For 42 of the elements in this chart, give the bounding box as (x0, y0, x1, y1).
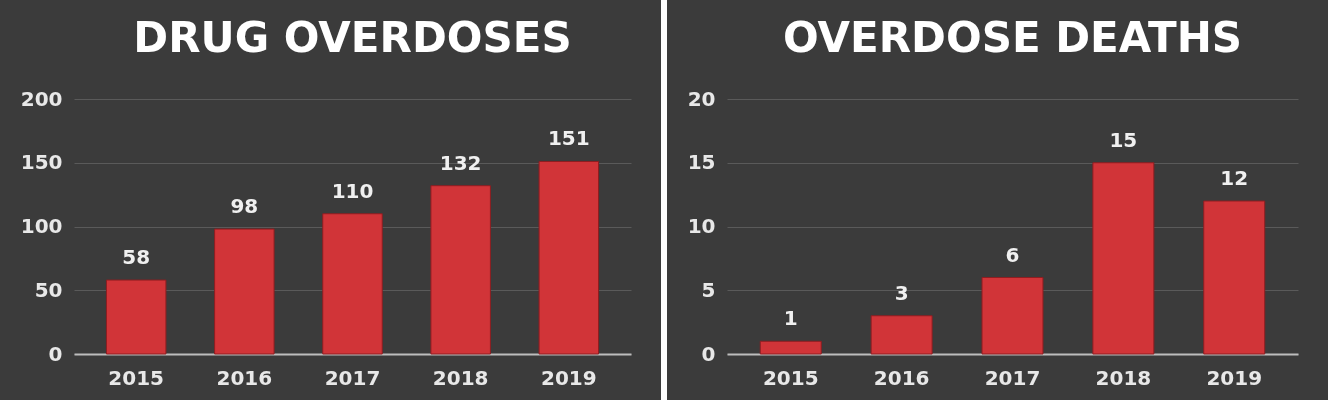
x-tick-label: 2017 (984, 365, 1041, 390)
data-label: 132 (439, 150, 482, 175)
x-tick-label: 2016 (216, 365, 273, 390)
bar (538, 160, 600, 355)
x-tick-label: 2019 (540, 365, 597, 390)
y-tick-label: 100 (20, 214, 63, 238)
x-tick-label: 2015 (108, 365, 165, 390)
bar (870, 315, 933, 355)
y-tick-label: 0 (48, 341, 63, 366)
data-label: 110 (331, 178, 374, 203)
data-label: 15 (1109, 127, 1138, 152)
data-label: 1 (783, 306, 798, 331)
y-tick-label: 20 (687, 86, 716, 111)
y-tick-label: 5 (701, 277, 716, 302)
data-label: 3 (894, 280, 909, 305)
bar (759, 340, 822, 355)
bar (981, 277, 1044, 355)
bar (1092, 162, 1155, 355)
x-tick-label: 2016 (873, 365, 930, 390)
data-label: 12 (1220, 166, 1249, 190)
y-tick-label: 15 (687, 150, 716, 175)
bar (1203, 200, 1266, 355)
x-tick-label: 2018 (432, 365, 489, 390)
bar (322, 213, 383, 355)
data-label: 6 (1005, 242, 1020, 267)
y-tick-label: 150 (20, 150, 63, 175)
data-label: 98 (230, 194, 259, 219)
y-tick-label: 200 (20, 86, 63, 111)
x-tick-label: 2018 (1095, 365, 1152, 390)
x-tick-label: 2019 (1206, 365, 1263, 390)
x-tick-label: 2017 (324, 365, 381, 390)
bar (214, 228, 275, 355)
chart-title: OVERDOSE DEATHS (782, 13, 1243, 62)
x-tick-label: 2015 (762, 365, 819, 390)
y-tick-label: 50 (34, 277, 63, 302)
y-tick-label: 10 (687, 214, 716, 238)
data-label: 58 (122, 245, 151, 270)
bar (105, 279, 167, 355)
y-tick-label: 0 (701, 341, 716, 366)
chart-title: DRUG OVERDOSES (133, 13, 572, 62)
bar (430, 185, 491, 355)
data-label: 151 (547, 126, 590, 151)
